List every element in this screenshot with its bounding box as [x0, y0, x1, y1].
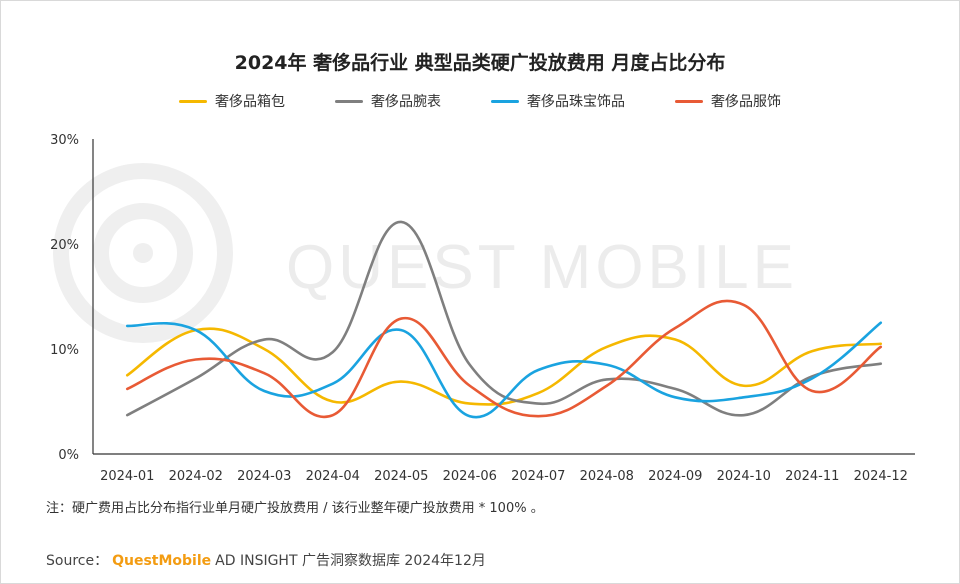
legend-item: 奢侈品珠宝饰品 — [491, 91, 625, 111]
legend-item: 奢侈品服饰 — [675, 91, 781, 111]
footnote: 注：硬广费用占比分布指行业单月硬广投放费用 / 该行业整年硬广投放费用 * 10… — [46, 501, 544, 516]
series-line — [125, 299, 883, 419]
x-tick-label: 2024-11 — [785, 469, 839, 484]
axes — [92, 139, 915, 455]
x-axis-ticks: 2024-01 2024-02 2024-03 2024-04 2024-05 2024-… — [100, 469, 908, 484]
chart-title: 2024年 奢侈品行业 典型品类硬广投放费用 月度占比分布 — [234, 52, 726, 74]
y-tick-label: 10% — [50, 343, 79, 358]
series-line — [125, 321, 883, 419]
legend-label: 奢侈品珠宝饰品 — [527, 94, 625, 110]
y-tick-label: 20% — [50, 238, 79, 253]
source-line: Source： QuestMobile AD INSIGHT 广告洞察数据库 2… — [46, 550, 486, 570]
x-tick-label: 2024-06 — [443, 469, 497, 484]
legend-swatch — [491, 99, 519, 103]
legend-item: 奢侈品腕表 — [335, 91, 441, 111]
x-tick-label: 2024-07 — [511, 469, 565, 484]
legend-label: 奢侈品服饰 — [711, 94, 781, 110]
y-tick-label: 0% — [58, 448, 79, 463]
series-line — [125, 327, 883, 406]
x-tick-label: 2024-01 — [100, 469, 154, 484]
series-line — [125, 220, 883, 417]
x-tick-label: 2024-08 — [580, 469, 634, 484]
y-axis-ticks: 0% 10% 20% 30% — [50, 133, 79, 463]
series-lines — [125, 220, 883, 419]
y-tick-label: 30% — [50, 133, 79, 148]
x-tick-label: 2024-05 — [374, 469, 428, 484]
source-text: AD INSIGHT 广告洞察数据库 2024年12月 — [215, 553, 486, 569]
x-tick-label: 2024-09 — [648, 469, 702, 484]
source-brand: QuestMobile — [112, 553, 212, 569]
legend-swatch — [675, 99, 703, 103]
x-tick-label: 2024-12 — [854, 469, 908, 484]
x-tick-label: 2024-04 — [306, 469, 360, 484]
x-tick-label: 2024-02 — [169, 469, 223, 484]
x-tick-label: 2024-10 — [717, 469, 771, 484]
legend-label: 奢侈品腕表 — [371, 94, 441, 110]
legend-swatch — [179, 99, 207, 103]
legend-item: 奢侈品箱包 — [179, 91, 285, 111]
source-label: Source： — [46, 553, 109, 569]
legend-swatch — [335, 99, 363, 103]
legend-label: 奢侈品箱包 — [215, 94, 285, 110]
x-tick-label: 2024-03 — [237, 469, 291, 484]
legend: 奢侈品箱包 奢侈品腕表 奢侈品珠宝饰品 奢侈品服饰 — [0, 91, 960, 111]
